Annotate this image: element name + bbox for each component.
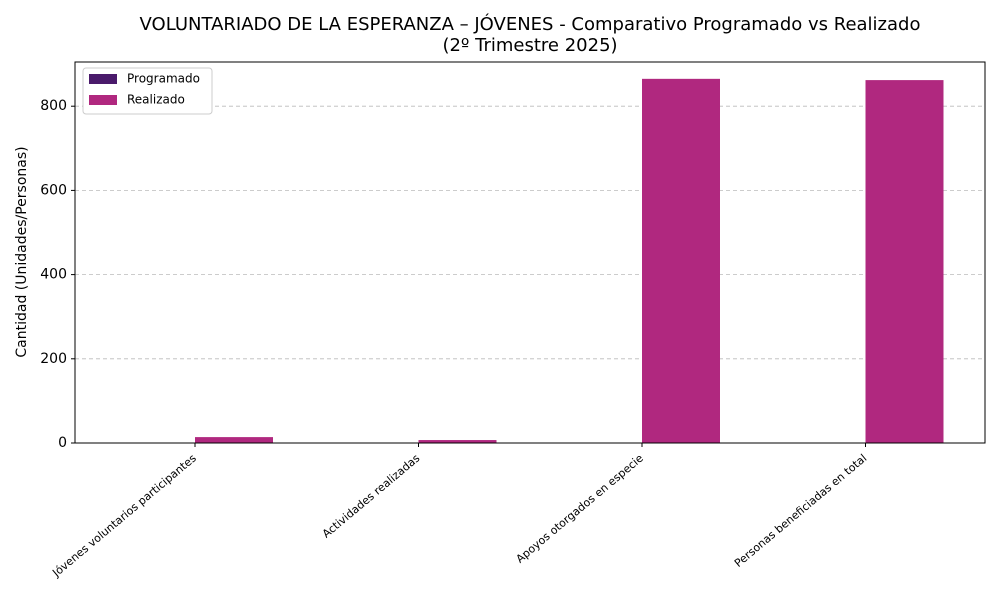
legend: Programado Realizado	[82, 67, 213, 115]
legend-label: Realizado	[127, 93, 185, 107]
chart-title: VOLUNTARIADO DE LA ESPERANZA – JÓVENES -…	[140, 13, 921, 35]
chart-title: (2º Trimestre 2025)	[442, 35, 617, 56]
y-axis-label: Cantidad (Unidades/Personas)	[14, 146, 30, 357]
y-tick-label: 400	[40, 267, 67, 283]
y-tick-label: 200	[40, 351, 67, 367]
y-tick-label: 800	[40, 98, 67, 114]
bar	[418, 440, 497, 443]
x-tick-label: Jóvenes voluntarios participantes	[49, 451, 199, 580]
bar	[865, 80, 944, 444]
legend-swatch	[89, 95, 117, 105]
bar	[642, 78, 720, 443]
y-tick-label: 0	[58, 435, 67, 451]
x-tick-label: Apoyos otorgados en especie	[514, 451, 646, 565]
plot-frame	[74, 61, 986, 444]
x-tick-label: Personas beneficiadas en total	[732, 452, 869, 570]
x-tick-label: Actividades realizadas	[320, 451, 423, 540]
legend-label: Programado	[127, 72, 200, 86]
y-tick-label: 600	[40, 182, 67, 198]
legend-swatch	[89, 74, 117, 84]
bar	[195, 437, 273, 443]
